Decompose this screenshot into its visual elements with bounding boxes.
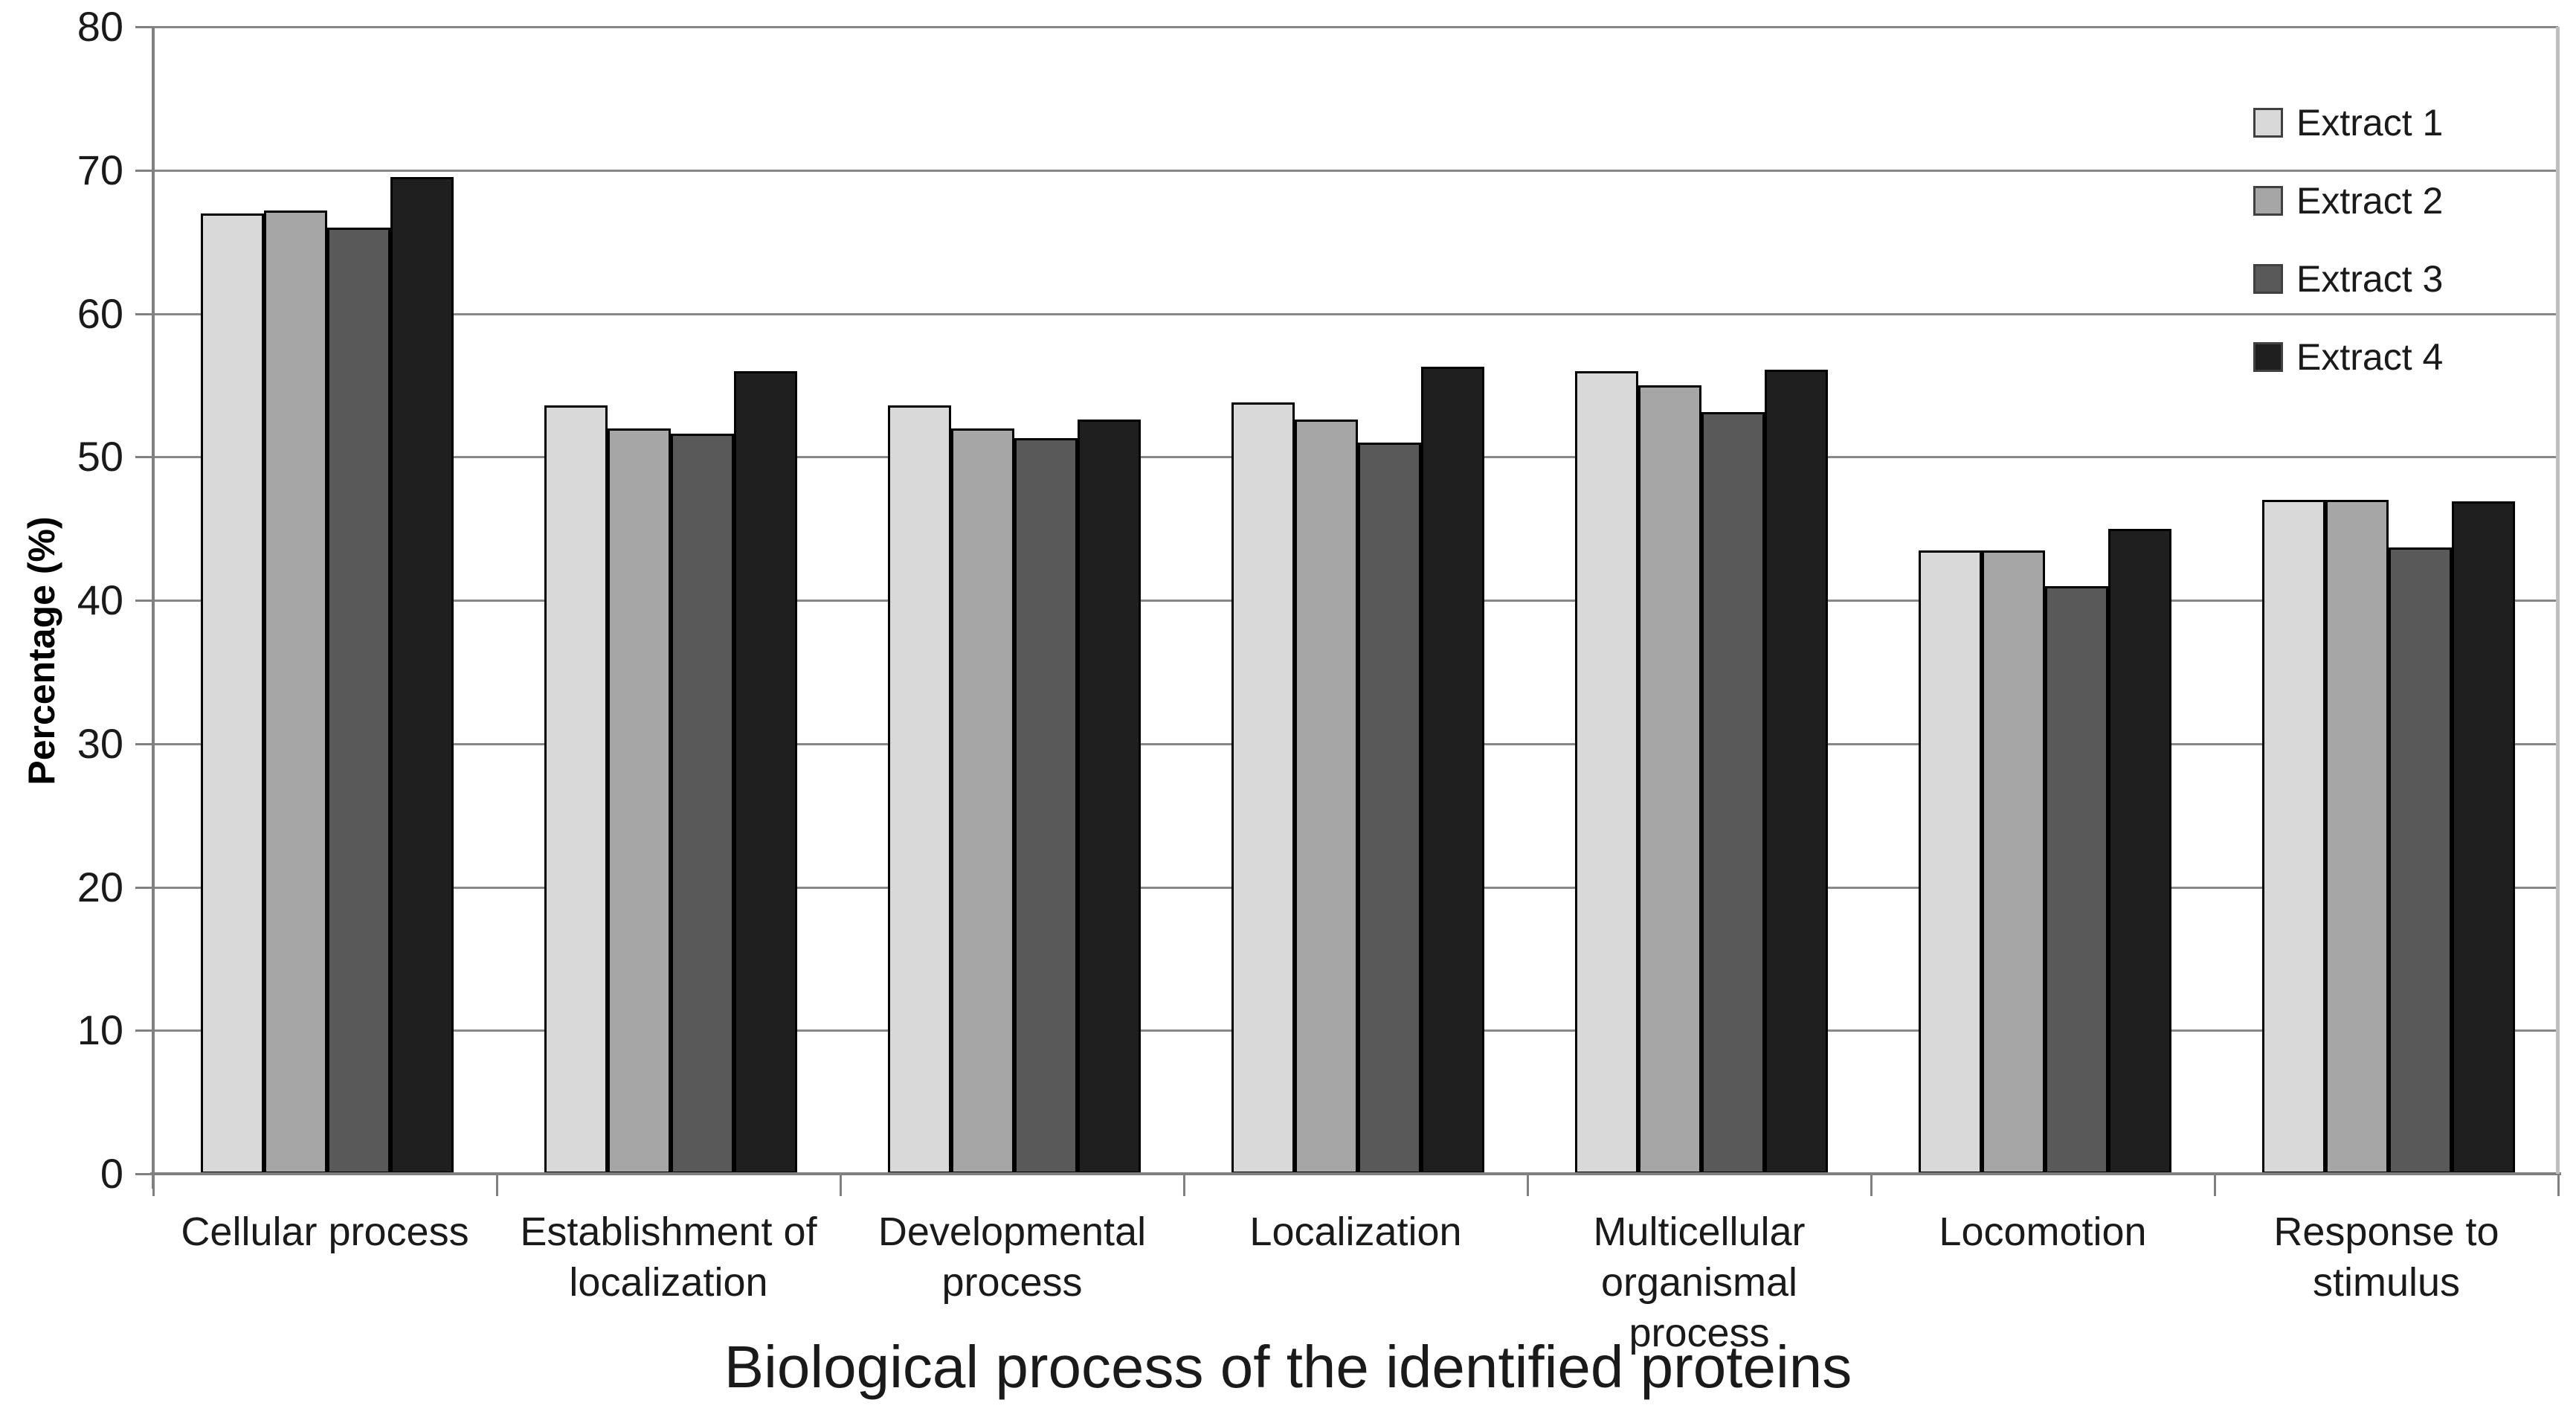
y-tick-label-80: 80 bbox=[77, 3, 123, 50]
legend: Extract 1 Extract 2 Extract 3 Extract 4 bbox=[2253, 83, 2443, 396]
bar-extract-4-cat4 bbox=[1421, 367, 1484, 1174]
bar-extract-4-cat1 bbox=[390, 177, 454, 1174]
bar-extract-4-cat7 bbox=[2452, 501, 2515, 1174]
legend-label-2: Extract 2 bbox=[2296, 179, 2444, 222]
category-label-line: Locomotion bbox=[1939, 1209, 2147, 1254]
plot-area bbox=[153, 26, 2558, 1174]
y-tick-label-60: 60 bbox=[77, 289, 123, 337]
bar-extract-3-cat6 bbox=[2045, 586, 2108, 1174]
gridline-70 bbox=[153, 169, 2558, 172]
bar-extract-3-cat3 bbox=[1014, 438, 1078, 1174]
gridline-80 bbox=[153, 26, 2558, 28]
bar-extract-3-cat7 bbox=[2389, 547, 2452, 1174]
y-tick-label-30: 30 bbox=[77, 719, 123, 767]
bar-extract-1-cat7 bbox=[2262, 500, 2325, 1174]
bar-extract-3-cat2 bbox=[671, 434, 734, 1174]
legend-swatch-2 bbox=[2253, 185, 2283, 216]
bar-extract-4-cat2 bbox=[734, 371, 797, 1174]
category-label-2: Establishment of localization bbox=[497, 1207, 840, 1308]
bar-extract-2-cat5 bbox=[1638, 385, 1701, 1174]
x-tick-mark-1 bbox=[496, 1174, 498, 1196]
bar-extract-4-cat3 bbox=[1078, 420, 1141, 1174]
category-label-1: Cellular process bbox=[153, 1207, 497, 1257]
y-tick-label-10: 10 bbox=[77, 1006, 123, 1054]
y-tick-mark-50 bbox=[135, 456, 153, 459]
category-label-line: organismal process bbox=[1600, 1260, 1798, 1355]
bar-extract-1-cat3 bbox=[888, 405, 951, 1174]
x-tick-mark-4 bbox=[1527, 1174, 1529, 1196]
gridline-60 bbox=[153, 312, 2558, 315]
legend-item-1: Extract 1 bbox=[2253, 83, 2443, 161]
y-axis-line bbox=[152, 27, 155, 1189]
x-axis-line bbox=[150, 1172, 2561, 1175]
bar-extract-1-cat4 bbox=[1231, 402, 1295, 1174]
legend-swatch-3 bbox=[2253, 263, 2283, 294]
y-tick-mark-10 bbox=[135, 1029, 153, 1032]
y-tick-label-20: 20 bbox=[77, 863, 123, 910]
y-tick-label-0: 0 bbox=[100, 1150, 123, 1197]
category-label-line: Localization bbox=[1249, 1209, 1462, 1254]
category-label-line: Cellular process bbox=[181, 1209, 469, 1254]
category-label-5: Multicellular organismal process bbox=[1527, 1207, 1871, 1358]
y-tick-mark-40 bbox=[135, 600, 153, 602]
bar-extract-1-cat1 bbox=[201, 213, 264, 1174]
category-label-7: Response to stimulus bbox=[2215, 1207, 2558, 1308]
category-label-line: Response to bbox=[2273, 1209, 2499, 1254]
category-label-line: localization bbox=[569, 1260, 768, 1305]
category-label-line: stimulus bbox=[2312, 1260, 2461, 1305]
bar-extract-3-cat1 bbox=[327, 228, 390, 1174]
bar-extract-2-cat6 bbox=[1982, 550, 2045, 1174]
bar-extract-1-cat5 bbox=[1575, 371, 1638, 1174]
x-tick-mark-7 bbox=[2557, 1174, 2560, 1196]
y-tick-label-40: 40 bbox=[77, 576, 123, 623]
bar-extract-4-cat5 bbox=[1765, 370, 1828, 1174]
bar-extract-1-cat6 bbox=[1919, 550, 1982, 1174]
bar-extract-2-cat1 bbox=[264, 211, 327, 1174]
legend-label-3: Extract 3 bbox=[2296, 257, 2444, 300]
y-tick-mark-70 bbox=[135, 169, 153, 172]
x-tick-mark-3 bbox=[1183, 1174, 1185, 1196]
legend-label-1: Extract 1 bbox=[2296, 101, 2444, 144]
bar-extract-1-cat2 bbox=[544, 405, 608, 1174]
y-tick-mark-60 bbox=[135, 312, 153, 315]
legend-item-4: Extract 4 bbox=[2253, 318, 2443, 396]
chart-title: Biological process of the identified pro… bbox=[724, 1334, 1852, 1400]
legend-item-2: Extract 2 bbox=[2253, 161, 2443, 240]
y-tick-mark-20 bbox=[135, 886, 153, 889]
x-tick-mark-5 bbox=[1870, 1174, 1873, 1196]
category-label-3: Developmental process bbox=[840, 1207, 1184, 1308]
category-label-line: Developmental bbox=[878, 1209, 1147, 1254]
x-tick-mark-6 bbox=[2214, 1174, 2216, 1196]
plot-right-border bbox=[2556, 27, 2560, 1174]
y-tick-label-70: 70 bbox=[77, 146, 123, 193]
category-label-line: process bbox=[941, 1260, 1083, 1305]
bar-extract-2-cat4 bbox=[1295, 420, 1358, 1174]
bar-extract-3-cat5 bbox=[1701, 412, 1765, 1174]
bar-extract-2-cat7 bbox=[2325, 500, 2389, 1174]
category-label-line: Establishment of bbox=[520, 1209, 817, 1254]
legend-item-3: Extract 3 bbox=[2253, 240, 2443, 318]
legend-label-4: Extract 4 bbox=[2296, 335, 2444, 378]
y-tick-mark-80 bbox=[135, 26, 153, 28]
category-label-6: Locomotion bbox=[1871, 1207, 2215, 1257]
bar-extract-2-cat2 bbox=[608, 428, 671, 1174]
legend-swatch-4 bbox=[2253, 341, 2283, 372]
category-label-4: Localization bbox=[1184, 1207, 1527, 1257]
bar-extract-3-cat4 bbox=[1358, 443, 1421, 1174]
legend-swatch-1 bbox=[2253, 107, 2283, 138]
x-tick-mark-0 bbox=[152, 1174, 155, 1196]
bar-extract-2-cat3 bbox=[951, 428, 1014, 1174]
y-tick-mark-30 bbox=[135, 742, 153, 745]
x-tick-mark-2 bbox=[840, 1174, 842, 1196]
y-tick-mark-0 bbox=[135, 1173, 153, 1175]
bar-extract-4-cat6 bbox=[2108, 529, 2171, 1174]
y-tick-label-50: 50 bbox=[77, 433, 123, 481]
category-label-line: Multicellular bbox=[1593, 1209, 1806, 1254]
